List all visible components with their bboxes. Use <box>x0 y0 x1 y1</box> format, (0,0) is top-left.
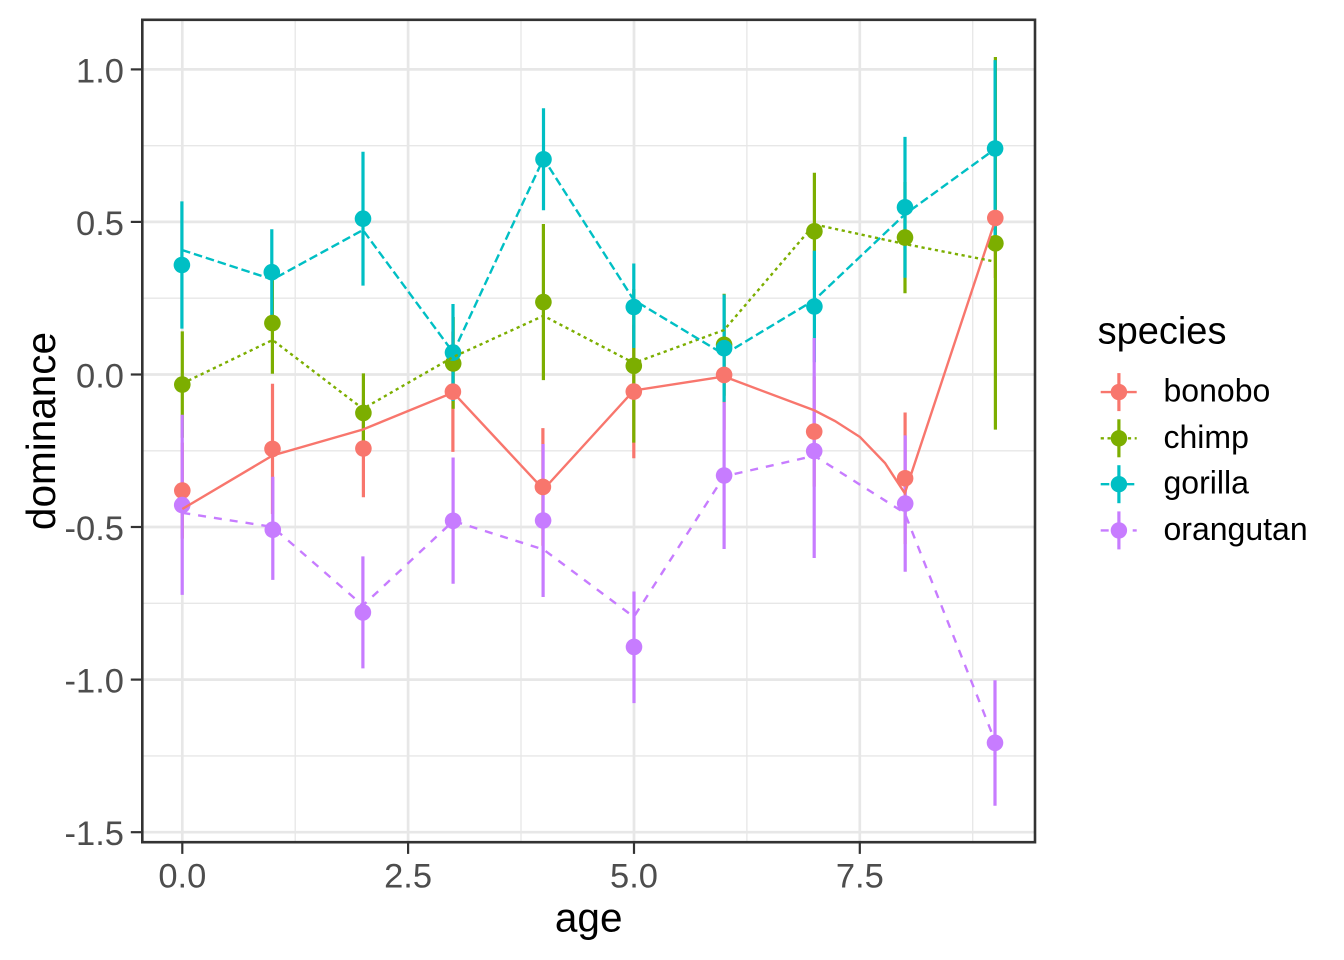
svg-text:-0.5: -0.5 <box>65 510 124 548</box>
svg-text:0.0: 0.0 <box>158 858 206 896</box>
svg-text:gorilla: gorilla <box>1164 465 1250 501</box>
svg-text:chimp: chimp <box>1164 419 1249 455</box>
svg-text:species: species <box>1098 311 1227 353</box>
svg-text:0.5: 0.5 <box>76 205 124 243</box>
svg-text:-1.5: -1.5 <box>65 815 124 853</box>
svg-text:age: age <box>555 895 623 941</box>
svg-text:orangutan: orangutan <box>1164 511 1308 547</box>
svg-text:5.0: 5.0 <box>610 858 658 896</box>
svg-text:0.0: 0.0 <box>76 358 124 396</box>
svg-text:bonobo: bonobo <box>1164 373 1271 409</box>
svg-text:dominance: dominance <box>18 332 64 530</box>
svg-text:-1.0: -1.0 <box>65 663 124 701</box>
svg-text:1.0: 1.0 <box>76 52 124 90</box>
svg-text:2.5: 2.5 <box>384 858 432 896</box>
svg-text:7.5: 7.5 <box>836 858 884 896</box>
